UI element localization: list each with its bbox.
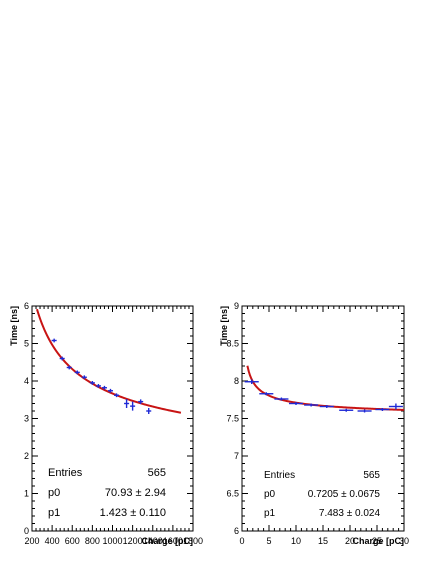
right-x-tick-label: 0 xyxy=(239,536,244,546)
left-stat-entries-value: 565 xyxy=(148,467,166,479)
right-data-point xyxy=(288,402,304,405)
left-x-tick-label: 400 xyxy=(45,536,60,546)
right-x-tick-label: 10 xyxy=(291,536,301,546)
left-data-point xyxy=(130,401,136,411)
right-data-point xyxy=(274,397,289,401)
left-x-tick-label: 1400 xyxy=(143,536,163,546)
right-stat-p0-label: p0 xyxy=(264,489,276,500)
right-data-points xyxy=(244,379,403,413)
left-data-point xyxy=(66,365,72,370)
left-x-tick-labels: 200 400 600 800 1000 1200 1400 1600 1800 xyxy=(24,536,203,546)
left-data-point xyxy=(114,393,120,398)
right-y-tick-label: 9 xyxy=(234,301,239,311)
left-y-tick-label: 6 xyxy=(24,301,29,311)
left-y-tick-label: 1 xyxy=(24,489,29,499)
left-fit-curve xyxy=(36,308,182,414)
right-data-point xyxy=(388,403,403,410)
right-fit-curve xyxy=(246,365,405,411)
right-y-tick-label: 7 xyxy=(234,451,239,461)
right-y-tick-label: 8 xyxy=(234,376,239,386)
left-panel: 200 400 600 800 1000 1200 1400 1600 1800 0123456… xyxy=(9,301,203,546)
left-x-axis-label: Charge [pC] xyxy=(142,536,194,546)
right-data-point xyxy=(375,408,390,411)
left-x-tick-label: 1600 xyxy=(163,536,183,546)
left-data-point xyxy=(138,399,144,404)
right-y-tick-label: 6.5 xyxy=(226,489,239,499)
left-data-point xyxy=(107,388,114,393)
right-stat-p0-value: 0.7205 ± 0.0675 xyxy=(308,489,381,500)
right-data-point xyxy=(244,379,259,384)
left-stats-box: Entries 565 p0 70.93 ± 2.94 p1 1.423 ± 0… xyxy=(48,467,166,519)
right-stat-p1-value: 7.483 ± 0.024 xyxy=(319,508,381,519)
right-y-axis-label: Time [ns] xyxy=(219,306,229,346)
left-x-tick-label: 1200 xyxy=(123,536,143,546)
left-ticks xyxy=(31,305,194,532)
right-x-tick-label: 15 xyxy=(318,536,328,546)
right-ticks xyxy=(241,305,405,532)
left-y-tick-label: 2 xyxy=(24,451,29,461)
left-data-point xyxy=(74,370,80,375)
right-stats-box: Entries 565 p0 0.7205 ± 0.0675 p1 7.483 … xyxy=(264,470,380,519)
right-y-tick-label: 7.5 xyxy=(226,414,239,424)
left-stat-p1-value: 1.423 ± 0.110 xyxy=(100,507,166,519)
left-y-tick-label: 3 xyxy=(24,414,29,424)
right-x-tick-labels: 0 5 10 15 20 25 30 xyxy=(239,536,409,546)
right-stat-entries-value: 565 xyxy=(363,470,380,481)
right-data-point xyxy=(259,392,274,396)
right-x-tick-label: 20 xyxy=(345,536,355,546)
right-data-point xyxy=(319,405,334,408)
right-x-axis-label: Charge [pC] xyxy=(353,536,405,546)
left-data-point xyxy=(51,338,57,343)
left-y-axis-label: Time [ns] xyxy=(9,306,19,346)
right-data-point xyxy=(304,403,319,407)
left-x-tick-label: 600 xyxy=(65,536,80,546)
left-data-point xyxy=(146,408,152,414)
left-data-point xyxy=(89,381,95,385)
left-x-tick-label: 1000 xyxy=(102,536,122,546)
left-data-point xyxy=(81,375,87,380)
left-stat-entries-label: Entries xyxy=(48,467,83,479)
left-data-points xyxy=(51,338,152,414)
right-panel: 0 5 10 15 20 25 30 6 6.5 7 7.5 8 8.5 9 Charge [pC] T… xyxy=(219,301,409,546)
right-y-tick-label: 8.5 xyxy=(226,339,239,349)
right-data-point xyxy=(339,408,354,412)
right-x-tick-label: 30 xyxy=(399,536,409,546)
left-data-point xyxy=(95,384,101,388)
right-y-tick-labels: 6 6.5 7 7.5 8 8.5 9 xyxy=(226,301,239,536)
right-stat-entries-label: Entries xyxy=(264,470,295,481)
right-x-tick-label: 5 xyxy=(266,536,271,546)
right-stat-p1-label: p1 xyxy=(264,508,276,519)
left-stat-p1-label: p1 xyxy=(48,507,60,519)
left-data-point xyxy=(101,385,107,390)
right-y-tick-label: 6 xyxy=(234,526,239,536)
left-data-point xyxy=(59,356,65,361)
left-stat-p0-label: p0 xyxy=(48,487,60,499)
left-x-tick-label: 1800 xyxy=(183,536,203,546)
left-y-tick-label: 5 xyxy=(24,339,29,349)
left-data-point xyxy=(124,399,130,408)
left-y-tick-label: 0 xyxy=(24,526,29,536)
left-stat-p0-value: 70.93 ± 2.94 xyxy=(105,487,166,499)
right-data-point xyxy=(357,409,372,413)
right-x-tick-label: 25 xyxy=(372,536,382,546)
left-y-tick-labels: 0 1 2 3 4 5 6 xyxy=(24,301,29,536)
left-x-tick-label: 800 xyxy=(85,536,100,546)
left-x-tick-label: 200 xyxy=(24,536,39,546)
left-y-tick-label: 4 xyxy=(24,376,29,386)
